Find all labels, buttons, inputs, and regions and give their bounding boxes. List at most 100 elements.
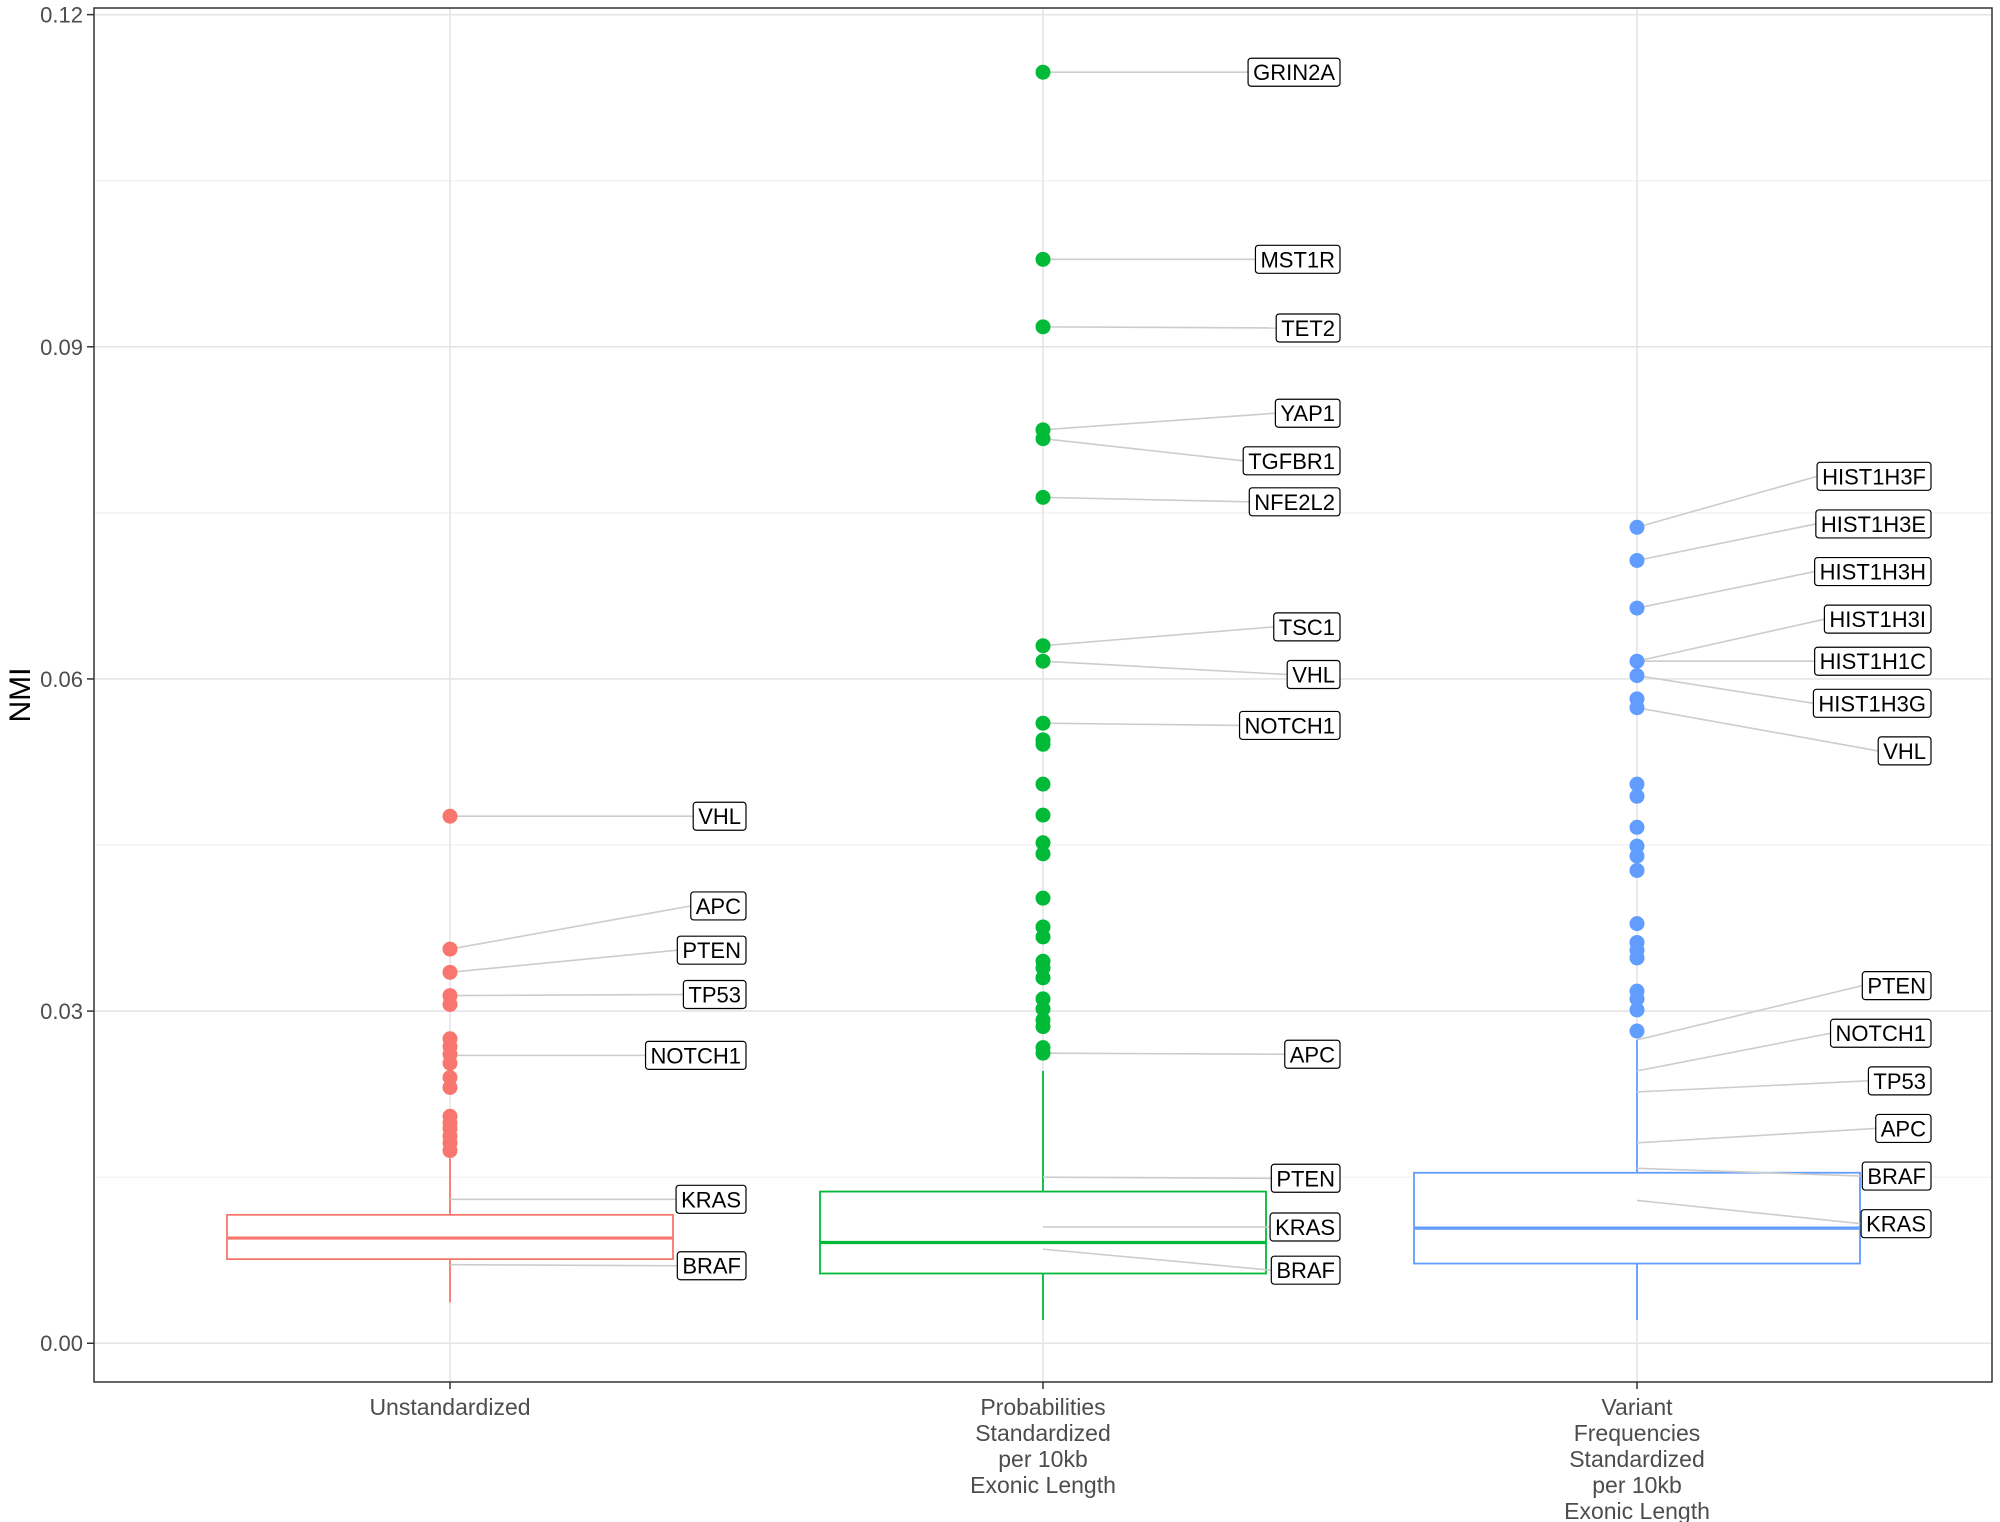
gene-label-box	[1829, 1018, 1932, 1048]
x-tick-label: Exonic Length	[1564, 1498, 1710, 1522]
gene-label: HIST1H3H	[1820, 560, 1926, 585]
gene-label-box	[1815, 509, 1932, 539]
outlier-point	[1035, 890, 1051, 906]
outlier-point	[1035, 1001, 1051, 1017]
gene-label: NOTCH1	[1245, 713, 1335, 738]
y-tick-label: 0.03	[40, 999, 83, 1024]
label-connector	[1042, 660, 1288, 676]
outlier-point	[1629, 653, 1645, 669]
label-connector	[1042, 626, 1274, 647]
gene-label: TGFBR1	[1248, 449, 1335, 474]
gene-label: VHL	[1292, 663, 1335, 688]
outlier-point	[1035, 431, 1051, 447]
outlier-point	[1629, 862, 1645, 878]
outlier-point	[1035, 319, 1051, 335]
outlier-point	[1035, 929, 1051, 945]
axes: 0.00 0.03 0.06 0.09 0.12 Unstandardized Probab…	[40, 3, 1710, 1522]
gene-label-box	[1861, 1161, 1932, 1191]
x-tick-label: per 10kb	[998, 1446, 1088, 1472]
gene-label: APC	[1881, 1116, 1926, 1141]
y-tick-label: 0.12	[40, 3, 83, 28]
outlier-point	[442, 808, 458, 824]
gene-label-box	[1270, 1163, 1341, 1193]
gene-label: TP53	[688, 982, 741, 1007]
y-tick-label: 0.00	[40, 1331, 83, 1356]
gene-label-box	[1286, 659, 1341, 690]
gene-label-box	[1875, 1113, 1932, 1144]
gene-label-box	[1867, 1066, 1932, 1096]
outlier-point	[1035, 776, 1051, 792]
outlier-point	[1035, 736, 1051, 752]
outlier-point	[1035, 1045, 1051, 1061]
outlier-point	[1629, 1002, 1645, 1018]
gene-label: GRIN2A	[1253, 60, 1335, 85]
gene-label: TP53	[1873, 1069, 1926, 1094]
outlier-point	[1629, 991, 1645, 1007]
x-tick-label: Standardized	[975, 1420, 1111, 1446]
gene-label-box	[676, 935, 747, 965]
outlier-point	[1629, 848, 1645, 864]
gene-label: KRAS	[681, 1187, 741, 1212]
gene-label-box	[1247, 57, 1341, 87]
label-connector	[1636, 618, 1825, 663]
gene-label-box	[1270, 1255, 1341, 1285]
label-connector	[1636, 523, 1817, 562]
outlier-point	[442, 964, 458, 980]
label-connector	[1636, 570, 1815, 609]
label-connector	[449, 905, 691, 950]
outlier-point	[1035, 970, 1051, 986]
label-connector	[1042, 326, 1277, 329]
outlier-point	[1629, 788, 1645, 804]
x-tick-label: Standardized	[1569, 1446, 1705, 1472]
outlier-point	[1035, 1019, 1051, 1035]
outlier-point	[442, 1143, 458, 1159]
gene-label-box	[692, 801, 747, 831]
gene-label-box	[644, 1040, 747, 1070]
gene-label: PTEN	[1276, 1166, 1335, 1191]
gene-label: BRAF	[1276, 1258, 1335, 1283]
gene-label: HIST1H3E	[1821, 512, 1926, 537]
outlier-point	[1035, 653, 1051, 669]
outlier-point	[1035, 835, 1051, 851]
outlier-point	[1629, 552, 1645, 568]
label-connector	[1042, 412, 1276, 431]
x-tick-label: Probabilities	[980, 1394, 1105, 1420]
label-connector	[1636, 1080, 1869, 1093]
x-tick-label: Exonic Length	[970, 1472, 1116, 1498]
gene-label-box	[1877, 736, 1932, 766]
gene-label: BRAF	[682, 1254, 741, 1279]
y-tick-label: 0.09	[40, 335, 83, 360]
label-connector	[1636, 706, 1879, 752]
gene-label-box	[1861, 971, 1932, 1001]
gene-label: HIST1H3F	[1822, 464, 1926, 489]
outlier-point	[1629, 668, 1645, 684]
outlier-point	[1035, 715, 1051, 731]
outlier-point	[1629, 700, 1645, 716]
gene-label: VHL	[1883, 739, 1926, 764]
gene-label: KRAS	[1866, 1212, 1926, 1237]
gene-label-box	[675, 1184, 747, 1214]
boxes	[226, 1039, 1861, 1320]
gene-label-box	[1238, 710, 1341, 741]
x-tick-label: Frequencies	[1574, 1420, 1701, 1446]
label-connector	[1042, 437, 1244, 462]
outlier-point	[1629, 600, 1645, 616]
outlier-point	[1035, 489, 1051, 505]
gene-label-box	[1816, 461, 1932, 491]
gene-label-box	[1254, 244, 1341, 274]
outlier-point	[1035, 638, 1051, 654]
gene-label: NFE2L2	[1254, 490, 1335, 515]
gene-label-box	[1242, 446, 1341, 476]
gene-label: YAP1	[1280, 401, 1335, 426]
y-tick-label: 0.06	[40, 667, 83, 692]
outlier-point	[1035, 251, 1051, 267]
gene-label: APC	[1290, 1042, 1335, 1067]
iqr-box	[819, 1190, 1267, 1275]
gene-label: BRAF	[1867, 1164, 1926, 1189]
x-tick-label: Variant	[1601, 1394, 1673, 1420]
outlier-point	[1629, 916, 1645, 932]
gene-label-box	[1269, 1212, 1341, 1242]
gene-label-box	[1812, 688, 1932, 718]
outlier-point	[1035, 807, 1051, 823]
